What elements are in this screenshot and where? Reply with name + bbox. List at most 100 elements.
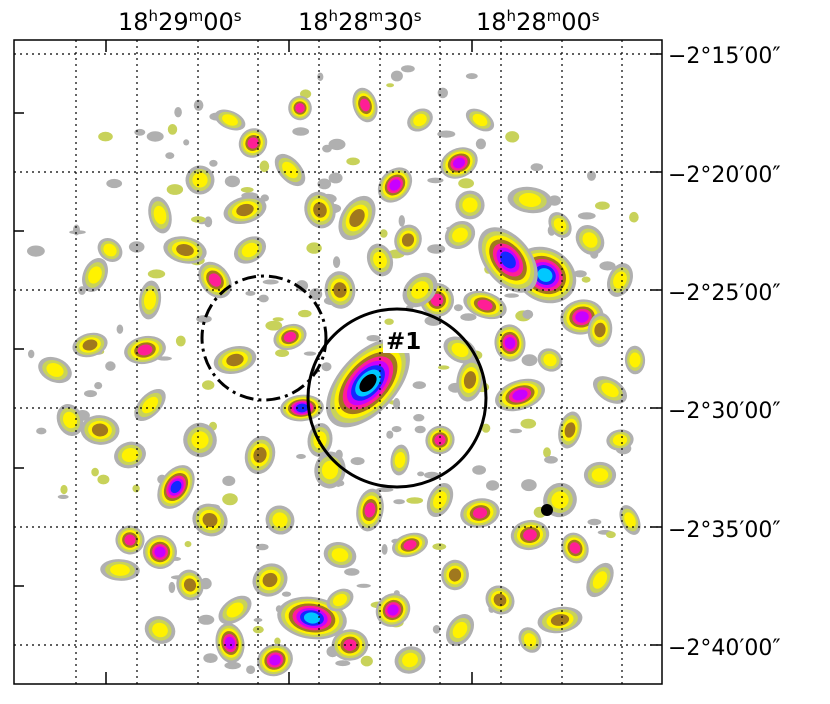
contour-level-3 [613, 271, 627, 289]
contour-level-3 [62, 411, 78, 429]
contour-level-4 [183, 578, 197, 592]
contour-level-3 [110, 564, 130, 576]
background-speck [386, 83, 394, 88]
contour-level-3 [332, 593, 348, 607]
background-speck [577, 212, 596, 220]
contour-level-3 [402, 652, 418, 668]
contour-level-3 [373, 251, 387, 269]
background-speck [317, 72, 324, 82]
background-speck [272, 317, 284, 322]
contour-level-3 [121, 447, 139, 463]
background-speck [317, 178, 332, 190]
contour-level-3 [624, 512, 636, 528]
background-speck [184, 541, 192, 548]
contour-level-8 [303, 612, 321, 624]
background-speck [460, 313, 477, 321]
background-speck [543, 447, 551, 458]
background-speck [509, 428, 522, 434]
dashed-region-circle [200, 274, 328, 402]
background-speck [453, 304, 463, 312]
ra-label-3: 18h28m00s [476, 7, 600, 36]
contour-level-6 [269, 654, 281, 666]
background-speck [595, 201, 610, 210]
background-speck [346, 157, 360, 166]
contour-level-5 [247, 137, 259, 149]
contour-level-7 [170, 480, 182, 494]
contour-level-3 [582, 232, 598, 248]
background-speck [98, 131, 113, 142]
contour-level-6 [387, 604, 399, 616]
background-speck [166, 184, 184, 195]
background-speck [253, 618, 263, 622]
contour-level-4 [448, 568, 462, 582]
contour-level-7 [500, 251, 516, 269]
background-speck [303, 351, 317, 356]
background-speck [60, 484, 68, 495]
contour-level-5 [208, 273, 222, 287]
background-speck [356, 583, 371, 588]
background-speck [245, 290, 256, 296]
contour-level-3 [551, 491, 569, 509]
contour-level-3 [462, 197, 478, 213]
contour-level-4 [493, 593, 507, 607]
contour-level-3 [452, 621, 468, 639]
background-speck [587, 170, 596, 181]
background-speck [629, 211, 639, 223]
contour-level-3 [411, 281, 429, 299]
contour-level-4 [91, 423, 109, 437]
frame-ticks [14, 40, 662, 684]
background-speck [381, 544, 388, 555]
background-speck [393, 398, 401, 410]
region-label-bg [383, 325, 419, 353]
background-speck [224, 661, 241, 670]
dec-label-2: −2°20′00″ [668, 163, 781, 188]
background-speck [193, 99, 204, 111]
contour-level-6 [154, 546, 166, 558]
background-speck [321, 362, 332, 372]
background-speck [432, 543, 447, 550]
background-speck [335, 660, 351, 667]
contour-level-5 [569, 542, 581, 554]
background-speck [606, 531, 616, 539]
background-speck [599, 261, 616, 271]
contour-level-6 [512, 389, 528, 401]
background-speck [505, 131, 520, 143]
background-speck [520, 418, 537, 429]
contour-level-4 [463, 371, 477, 389]
background-speck [97, 474, 110, 485]
background-speck [398, 215, 405, 227]
background-speck [300, 89, 312, 99]
background-speck [204, 216, 213, 228]
background-speck [281, 591, 292, 597]
background-speck [27, 245, 45, 257]
background-speck [472, 465, 486, 475]
background-speck [224, 175, 240, 188]
background-speck [504, 293, 519, 298]
contour-level-3 [452, 227, 468, 243]
background-speck [350, 457, 365, 466]
background-speck [106, 178, 123, 189]
contour-level-3 [433, 491, 447, 509]
contour-level-5 [403, 540, 417, 550]
background-speck [360, 655, 373, 667]
contour-level-3 [523, 633, 537, 647]
background-speck [262, 279, 279, 285]
contour-level-4 [253, 447, 267, 463]
background-speck [191, 216, 206, 223]
contour-level-4 [349, 209, 365, 227]
background-speck [240, 187, 254, 193]
ra-label-2: 18h28m30s [298, 7, 422, 36]
contour-level-5 [430, 293, 444, 307]
background-speck [486, 480, 500, 491]
background-speck [296, 454, 306, 459]
contour-level-3 [46, 363, 64, 377]
background-speck [167, 123, 178, 135]
dec-axis-labels: −2°15′00″ −2°20′00″ −2°25′00″ −2°30′00″ … [668, 44, 781, 661]
background-speck [417, 471, 425, 477]
ra-label-1: 18h29m00s [118, 7, 242, 36]
background-speck [175, 335, 186, 347]
contour-level-4 [226, 353, 244, 367]
background-speck [530, 163, 543, 172]
background-speck [437, 130, 456, 138]
